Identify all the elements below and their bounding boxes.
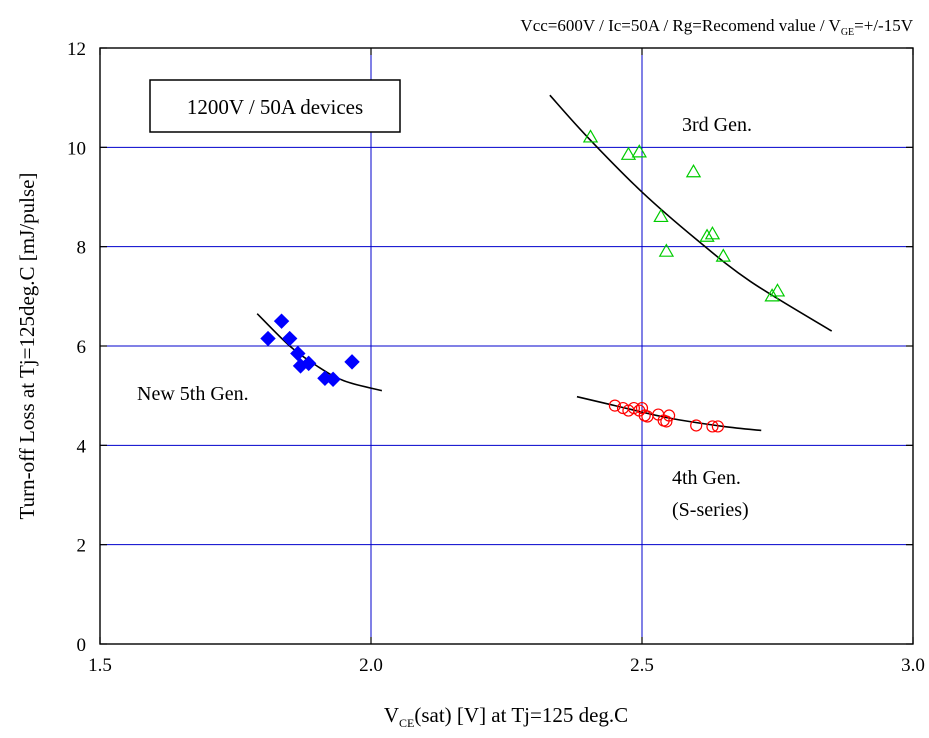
- triangle-marker: [715, 248, 731, 262]
- device-label: 1200V / 50A devices: [187, 95, 363, 119]
- y-tick-label: 2: [77, 536, 87, 557]
- circle-marker: [608, 399, 622, 412]
- triangle-marker: [704, 226, 721, 240]
- x-tick-label: 1.5: [88, 655, 112, 676]
- device-label-box: 1200V / 50A devices: [149, 79, 401, 133]
- x-axis-title: VCE(sat) [V] at Tj=125 deg.C: [384, 703, 628, 730]
- conditions-label: Vcc=600V / Ic=50A / Rg=Recomend value / …: [520, 16, 913, 38]
- y-tick-label: 12: [67, 39, 86, 60]
- circle-marker: [635, 401, 649, 415]
- fit-curves: [256, 94, 833, 432]
- circle-marker: [627, 401, 640, 415]
- y-tick-label: 10: [67, 138, 86, 159]
- y-axis-title: Turn-off Loss at Tj=125deg.C [mJ/pulse]: [15, 173, 39, 520]
- triangle-marker: [631, 144, 647, 158]
- y-tick-label: 4: [77, 436, 87, 457]
- triangle-marker: [769, 283, 786, 297]
- diamond-marker: [344, 354, 360, 370]
- diamond-marker: [281, 330, 298, 347]
- triangle-marker: [658, 243, 675, 257]
- triangle-marker: [764, 288, 780, 302]
- series-label-4th-gen-line2: (S-series): [672, 499, 749, 521]
- diamond-marker: [273, 313, 290, 329]
- circle-marker: [711, 420, 724, 433]
- fit-curve-series-2: [549, 94, 833, 332]
- x-tick-label: 2.5: [630, 655, 654, 676]
- data-markers: [260, 129, 786, 433]
- triangle-marker: [653, 208, 669, 223]
- circle-marker: [660, 415, 673, 428]
- diamond-marker: [290, 345, 306, 362]
- y-tick-label: 6: [77, 337, 87, 358]
- diamond-marker: [260, 330, 276, 347]
- circle-marker: [690, 419, 703, 432]
- series-label-4th-gen: 4th Gen.: [672, 467, 741, 489]
- series-label-3rd-gen: 3rd Gen.: [682, 114, 752, 136]
- triangle-marker: [620, 146, 637, 160]
- y-tick-label: 0: [77, 635, 87, 656]
- fit-curve-series-1: [576, 395, 762, 432]
- grid: [100, 48, 913, 644]
- circle-marker: [662, 409, 676, 422]
- triangle-marker: [685, 163, 702, 178]
- series-label-new-5th-gen: New 5th Gen.: [137, 383, 249, 405]
- y-tick-label: 8: [77, 238, 87, 259]
- circle-marker: [706, 420, 719, 433]
- diamond-marker: [325, 371, 341, 387]
- x-tick-label: 3.0: [901, 655, 925, 676]
- fit-curve-series-0: [256, 313, 383, 392]
- x-tick-label: 2.0: [359, 655, 383, 676]
- diamond-marker: [300, 355, 317, 372]
- triangle-marker: [699, 228, 715, 242]
- triangle-marker: [582, 129, 599, 143]
- axis-ticks: 1.5 2.0 2.5 3.0 0 2 4 6 8 10 12: [67, 39, 925, 676]
